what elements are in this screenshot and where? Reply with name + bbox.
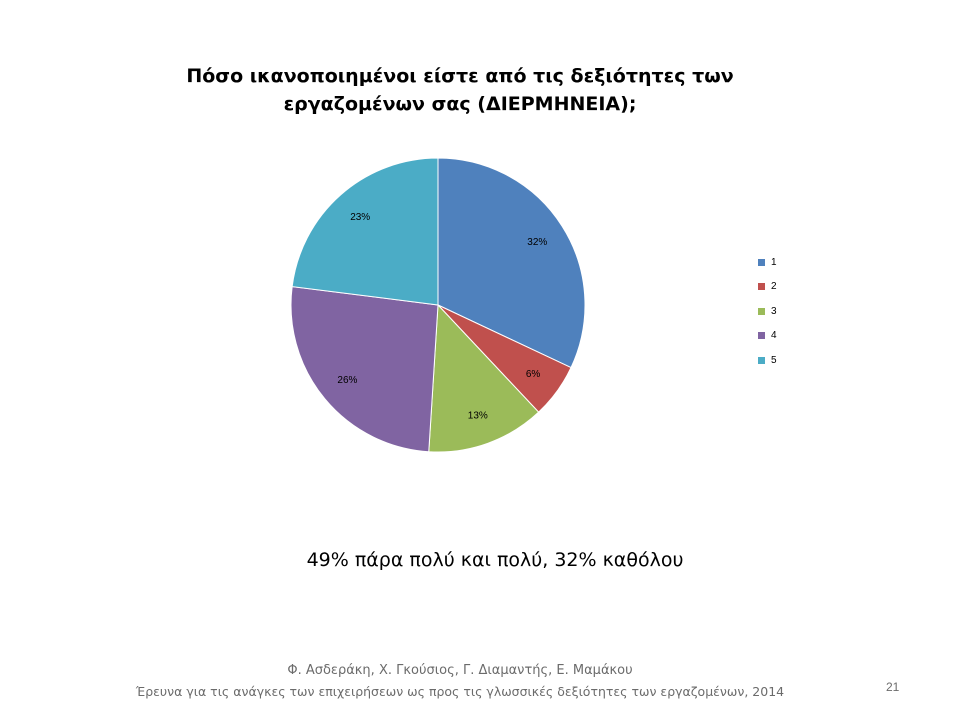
chart-title-line-1: Πόσο ικανοποιημένοι είστε από τις δεξιότ… [186, 65, 734, 87]
data-label-5: 23% [350, 212, 370, 223]
footer-survey-title: Έρευνα για τις ανάγκες των επιχειρήσεων … [135, 684, 785, 699]
data-label-3: 13% [468, 411, 488, 422]
legend-swatch-2 [758, 283, 765, 291]
chart-legend: 1 2 3 4 5 [758, 250, 777, 373]
footer-authors: Φ. Ασδεράκη, Χ. Γκούσιος, Γ. Διαμαντής, … [287, 663, 633, 678]
data-label-4: 26% [337, 375, 357, 386]
legend-item-3: 3 [758, 299, 777, 324]
data-label-2: 6% [526, 369, 541, 380]
legend-label-2: 2 [771, 281, 777, 293]
legend-swatch-5 [758, 356, 765, 364]
legend-item-1: 1 [758, 250, 777, 275]
legend-label-5: 5 [771, 354, 777, 366]
legend-item-4: 4 [758, 324, 777, 349]
data-label-1: 32% [527, 237, 547, 248]
pie-slice-4 [290, 286, 439, 453]
pie-slice-1 [437, 157, 586, 369]
pie-slice-3 [428, 303, 540, 453]
legend-label-4: 4 [771, 330, 777, 342]
legend-label-1: 1 [771, 256, 777, 268]
page-number: 21 [886, 680, 900, 694]
chart-title-line-2: εργαζομένων σας (ΔΙΕΡΜΗΝΕΙΑ); [283, 93, 637, 115]
chart-title: Πόσο ικανοποιημένοι είστε από τις δεξιότ… [130, 62, 790, 118]
summary-text: 49% πάρα πολύ και πολύ, 32% καθόλου [306, 549, 684, 571]
legend-item-5: 5 [758, 348, 777, 373]
pie-slice-5 [291, 157, 439, 306]
legend-swatch-4 [758, 332, 765, 340]
legend-item-2: 2 [758, 275, 777, 300]
legend-label-3: 3 [771, 305, 777, 317]
legend-swatch-1 [758, 258, 765, 266]
legend-swatch-3 [758, 307, 765, 315]
